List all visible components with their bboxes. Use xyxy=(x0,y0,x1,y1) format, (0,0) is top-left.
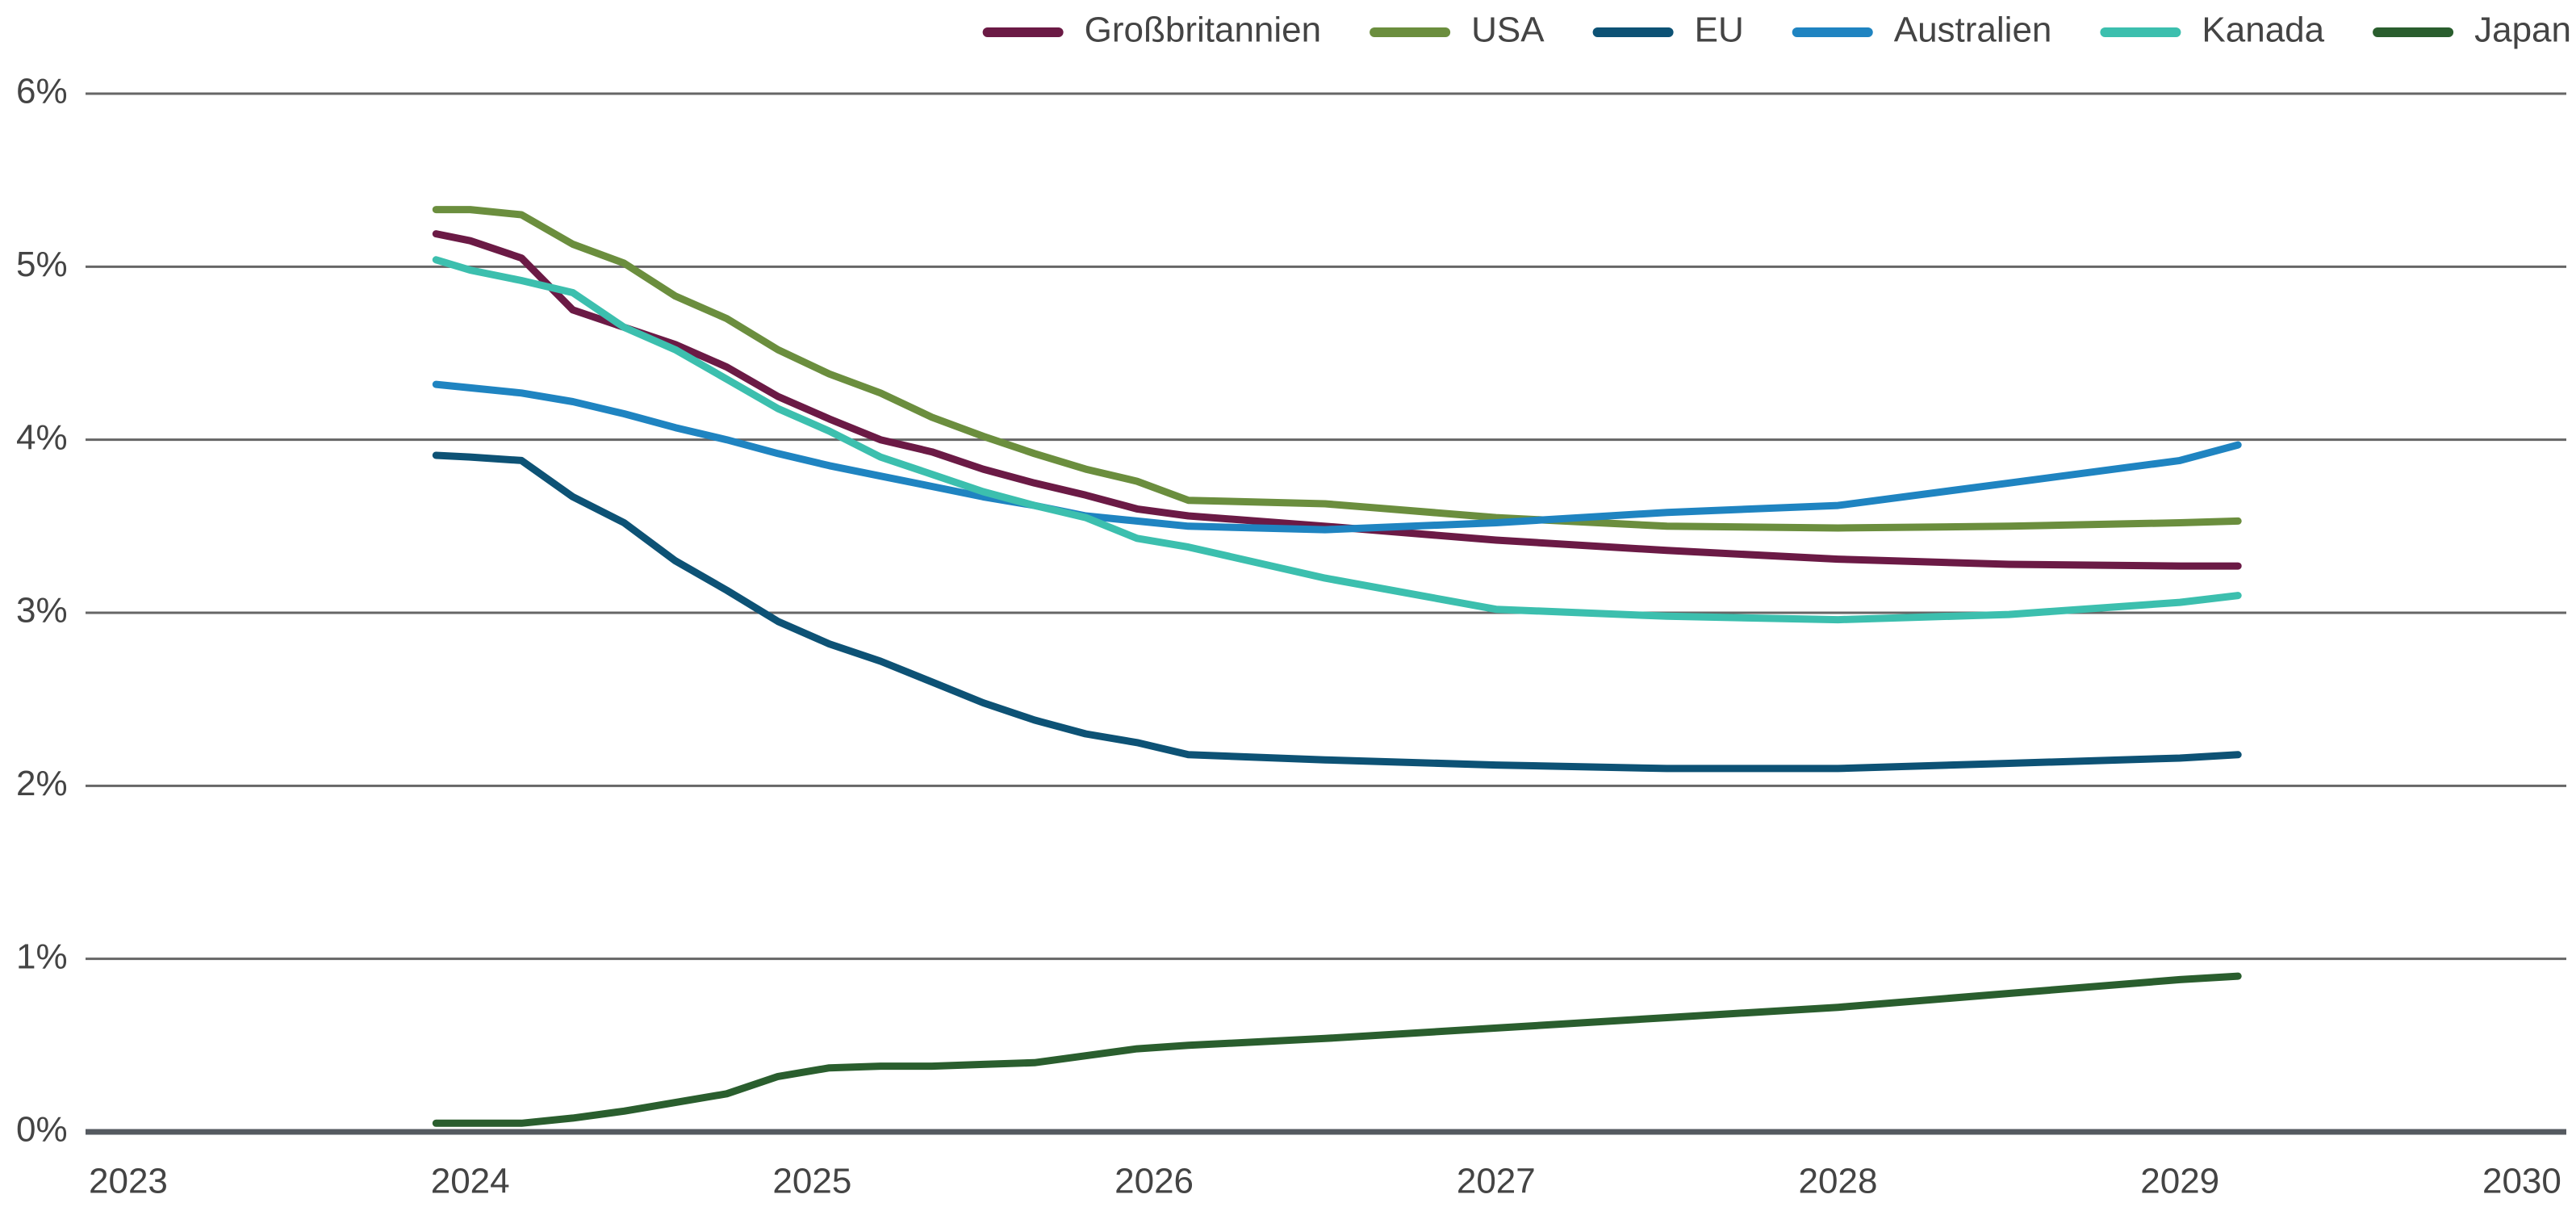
x-tick-label: 2024 xyxy=(431,1162,510,1201)
series-line xyxy=(432,972,2242,1127)
legend-label: EU xyxy=(1695,10,1744,50)
x-tick-label: 2029 xyxy=(2140,1162,2219,1201)
x-tick-label: 2025 xyxy=(772,1162,851,1201)
legend-label: Kanada xyxy=(2202,10,2324,50)
y-tick-label: 4% xyxy=(16,417,68,457)
y-tick-label: 0% xyxy=(16,1110,68,1150)
series-line xyxy=(432,230,2242,570)
series-line xyxy=(432,451,2242,773)
y-tick-label: 3% xyxy=(16,591,68,631)
legend-label: USA xyxy=(1471,10,1545,50)
x-tick-label: 2026 xyxy=(1114,1162,1194,1201)
y-tick-label: 5% xyxy=(16,245,68,284)
x-tick-label: 2030 xyxy=(2482,1162,2561,1201)
legend-label: Japan xyxy=(2474,10,2571,50)
x-tick-label: 2027 xyxy=(1457,1162,1536,1201)
series-line xyxy=(432,256,2242,624)
legend-label: Australien xyxy=(1894,10,2052,50)
y-tick-label: 2% xyxy=(16,764,68,803)
y-tick-label: 6% xyxy=(16,72,68,111)
y-tick-label: 1% xyxy=(16,937,68,976)
series-line xyxy=(432,380,2242,534)
x-tick-label: 2028 xyxy=(1799,1162,1878,1201)
legend-label: Großbritannien xyxy=(1085,10,1321,50)
series-line xyxy=(432,206,2242,532)
x-tick-label: 2023 xyxy=(89,1162,168,1201)
